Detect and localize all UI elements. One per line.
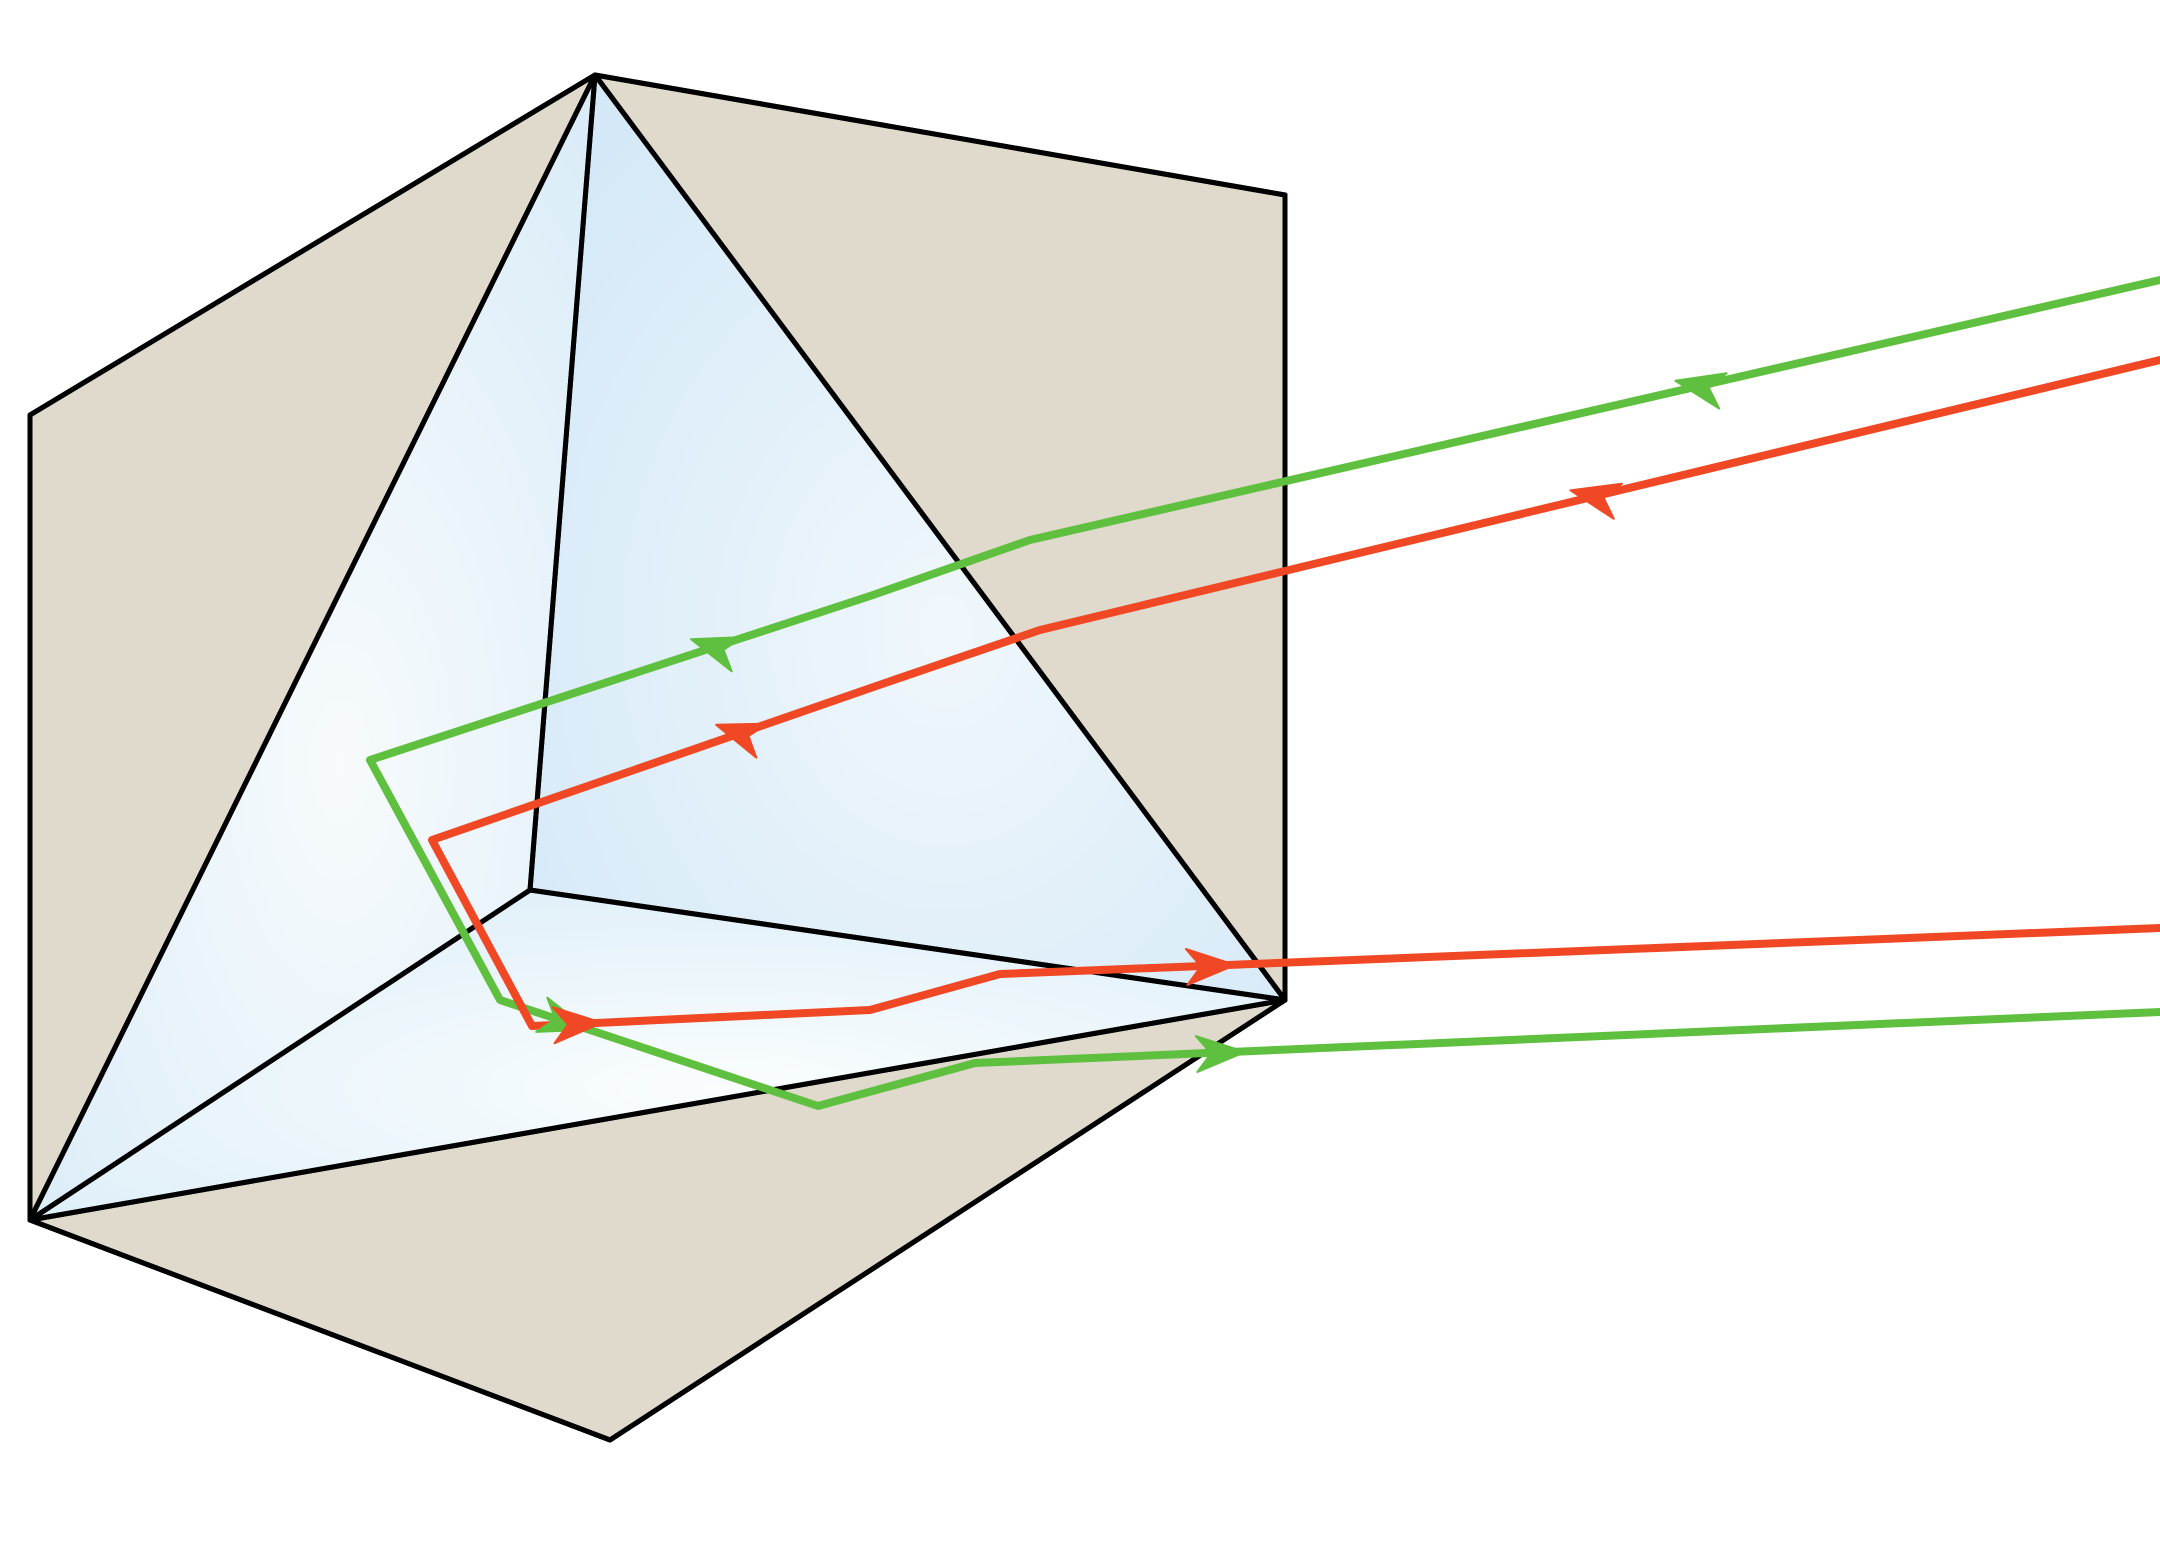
corner-reflector-diagram (0, 0, 2160, 1558)
